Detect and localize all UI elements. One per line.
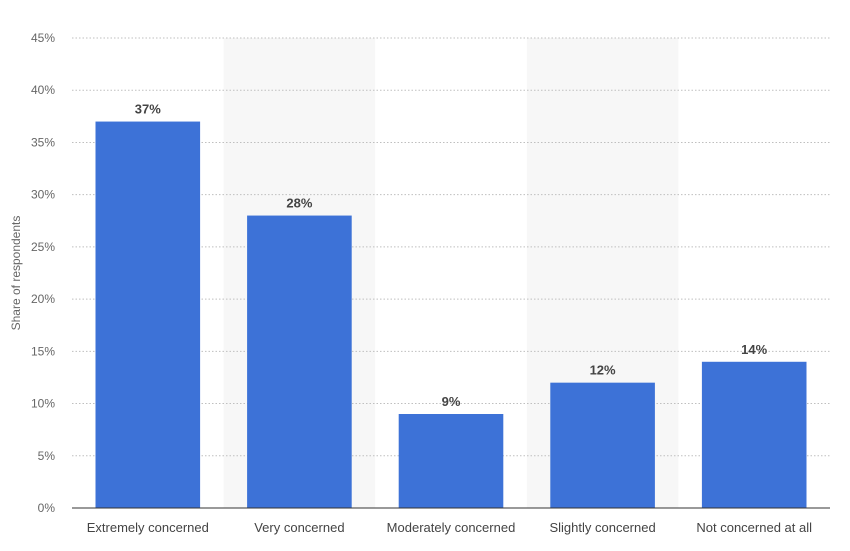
data-labels: 37% 28% 9% 12% 14%: [135, 102, 768, 409]
y-tick-label: 30%: [31, 188, 55, 202]
bar: [701, 361, 807, 508]
data-label: 9%: [442, 394, 461, 409]
x-tick-label: Very concerned: [254, 520, 344, 535]
x-tick-label: Slightly concerned: [549, 520, 655, 535]
data-label: 28%: [286, 196, 312, 211]
data-label: 37%: [135, 102, 161, 117]
bar: [247, 215, 352, 509]
y-tick-label: 5%: [38, 449, 56, 463]
y-tick-label: 20%: [31, 292, 55, 306]
bars: [95, 121, 807, 509]
y-tick-label: 0%: [38, 501, 56, 515]
y-tick-label: 45%: [31, 31, 55, 45]
x-tick-label: Moderately concerned: [387, 520, 516, 535]
x-axis-ticks: Extremely concerned Very concerned Moderat…: [87, 520, 812, 535]
data-label: 12%: [590, 363, 616, 378]
y-tick-label: 35%: [31, 135, 55, 149]
y-tick-label: 40%: [31, 83, 55, 97]
y-tick-label: 15%: [31, 344, 55, 358]
y-axis-ticks: 0% 5% 10% 15% 20% 25% 30% 35% 40% 45%: [31, 31, 55, 515]
y-tick-label: 10%: [31, 397, 55, 411]
x-tick-label: Extremely concerned: [87, 520, 209, 535]
y-axis-title: Share of respondents: [9, 216, 23, 331]
bar: [398, 414, 504, 508]
x-tick-label: Not concerned at all: [696, 520, 812, 535]
bar: [95, 121, 201, 509]
y-tick-label: 25%: [31, 240, 55, 254]
data-label: 14%: [741, 342, 767, 357]
bar: [550, 382, 655, 508]
